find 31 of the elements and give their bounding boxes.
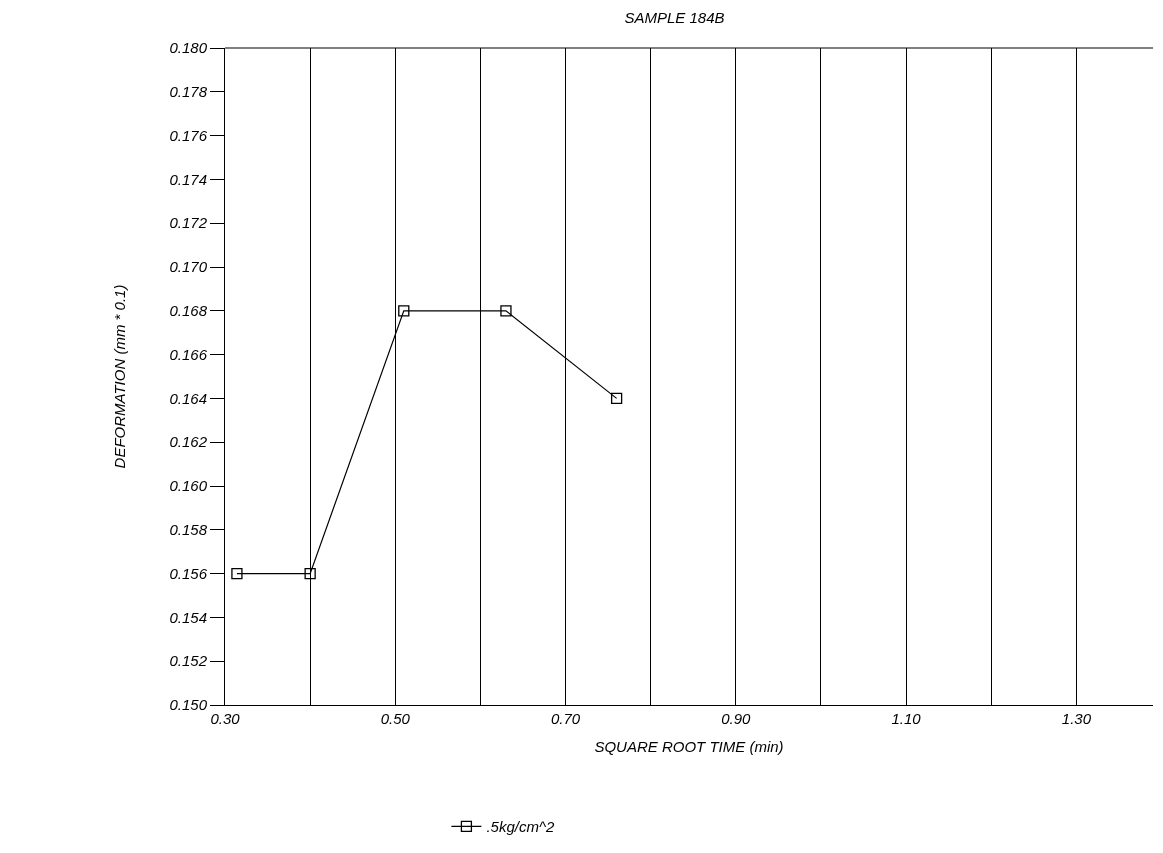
chart-title: SAMPLE 184B xyxy=(624,9,725,27)
y-tick-label: 0.168 xyxy=(169,302,208,320)
x-axis-title: SQUARE ROOT TIME (min) xyxy=(594,738,784,755)
y-tick-label: 0.178 xyxy=(169,83,208,101)
y-tick-label: 0.154 xyxy=(169,608,207,626)
x-tick-label: 0.70 xyxy=(550,710,581,727)
y-tick-label: 0.180 xyxy=(169,39,208,57)
point xyxy=(610,392,623,405)
x-tick-label: 0.30 xyxy=(210,710,241,727)
y-tick-label: 0.158 xyxy=(169,521,208,539)
y-tick-label: 0.172 xyxy=(169,214,208,232)
x-tick-label: 1.30 xyxy=(1061,710,1092,727)
y-tick-label: 0.166 xyxy=(169,345,208,363)
y-tick-label: 0.156 xyxy=(169,564,208,582)
point xyxy=(304,567,316,580)
y-tick-label: 0.170 xyxy=(169,258,208,276)
point xyxy=(500,305,512,317)
y-tick-label: 0.174 xyxy=(169,170,207,188)
point xyxy=(398,305,410,317)
legend-label: .5kg/cm^2 xyxy=(486,818,555,836)
x-tick-label: 0.90 xyxy=(721,710,752,727)
y-tick-label: 0.162 xyxy=(169,433,208,451)
point xyxy=(231,567,243,580)
y-axis-title: DEFORMATION (mm * 0.1) xyxy=(110,284,128,469)
y-tick-label: 0.152 xyxy=(169,652,208,670)
x-tick-label: 1.10 xyxy=(891,710,922,727)
x-tick-label: 0.50 xyxy=(380,710,411,727)
y-tick-label: 0.160 xyxy=(169,477,208,495)
y-tick-label: 0.164 xyxy=(169,389,207,407)
y-tick-label: 0.176 xyxy=(169,126,208,144)
y-tick-label: 0.150 xyxy=(169,696,208,714)
